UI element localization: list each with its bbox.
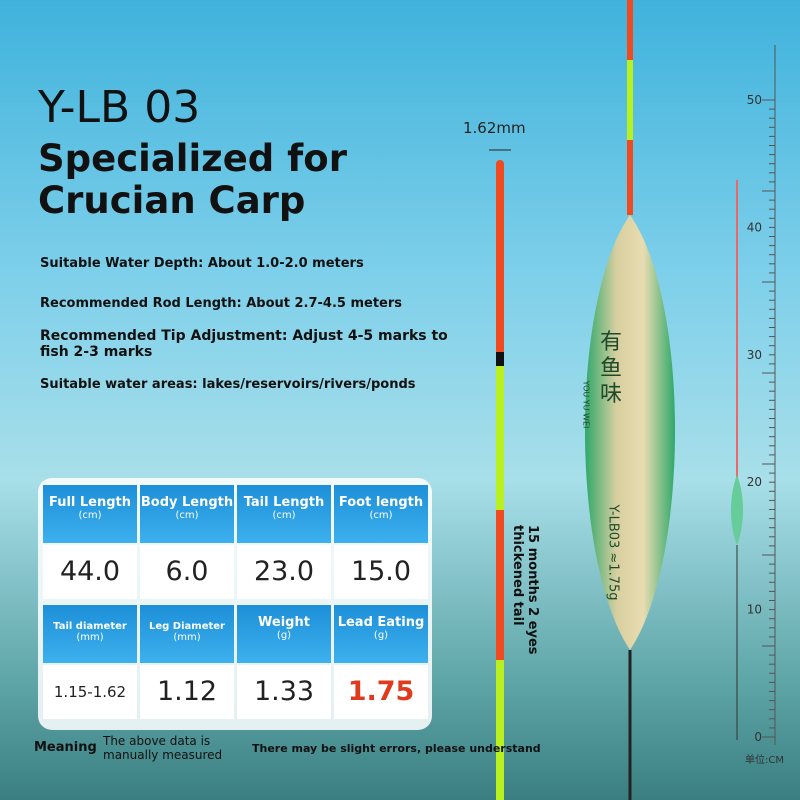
pinyin: YOU YU WEI <box>581 380 591 429</box>
header-unit: (cm) <box>78 510 102 521</box>
tail-low <box>496 510 504 660</box>
tail-bottom <box>496 660 504 800</box>
float-model: Y-LB03 ≈1.75g <box>605 504 621 601</box>
header-unit: (mm) <box>173 632 201 643</box>
header-label: Full Length <box>48 495 132 510</box>
tail-band <box>496 352 504 366</box>
header-cell: Tail diameter (mm) <box>43 605 137 663</box>
header-cell: Leg Diameter (mm) <box>140 605 234 663</box>
header-label: Body Length <box>140 495 234 510</box>
value-cell: 15.0 <box>334 545 428 599</box>
value-cell: 6.0 <box>140 545 234 599</box>
ruler: 50 40 30 20 10 0 单位:CM <box>745 45 784 766</box>
spec: Suitable water areas: lakes/reservoirs/r… <box>40 377 416 392</box>
float-body <box>585 215 675 650</box>
ruler-label: 0 <box>754 730 762 744</box>
tail-top <box>496 160 504 355</box>
small-body <box>731 475 743 545</box>
spec: Suitable Water Depth: About 1.0-2.0 mete… <box>40 256 364 271</box>
headline: Specialized for Crucian Carp <box>38 137 347 222</box>
header-label: Foot length <box>338 495 424 510</box>
antenna <box>627 140 633 215</box>
header-cell: Body Length (cm) <box>140 485 234 543</box>
ruler-label: 40 <box>747 220 762 234</box>
header-unit: (mm) <box>76 632 104 643</box>
header-label: Tail Length <box>243 495 325 510</box>
measured-note: The above data is manually measured <box>103 734 223 762</box>
header-unit: (g) <box>373 630 389 641</box>
header-unit: (cm) <box>272 510 296 521</box>
ruler-label: 10 <box>747 603 762 617</box>
value-cell: 1.12 <box>140 665 234 719</box>
tail-mid <box>496 366 504 510</box>
tip-diameter: 1.62mm <box>463 119 526 137</box>
antenna <box>627 60 633 140</box>
model: Y-LB 03 <box>38 82 201 133</box>
value-cell: 1.33 <box>237 665 331 719</box>
brand: 有鱼味 <box>600 330 623 407</box>
value-cell: 1.15-1.62 <box>43 665 137 719</box>
header-cell: Weight (g) <box>237 605 331 663</box>
ruler-label: 30 <box>747 348 762 362</box>
error-note: There may be slight errors, please under… <box>252 742 541 755</box>
ruler-label: 20 <box>747 475 762 489</box>
header-label: Weight <box>258 615 310 630</box>
spec: Recommended Rod Length: About 2.7-4.5 me… <box>40 296 403 311</box>
header-label: Leg Diameter <box>149 621 225 632</box>
value-cell: 23.0 <box>237 545 331 599</box>
header-label: Tail diameter <box>53 621 127 632</box>
tail-note: 15 months 2 eyes thickened tail <box>510 525 540 655</box>
header-cell: Lead Eating (g) <box>334 605 428 663</box>
spec: Recommended Tip Adjustment: Adjust 4-5 m… <box>40 328 448 360</box>
meaning: Meaning <box>34 740 97 755</box>
header-cell: Tail Length (cm) <box>237 485 331 543</box>
header-unit: (g) <box>276 630 292 641</box>
header-cell: Foot length (cm) <box>334 485 428 543</box>
header-cell: Full Length (cm) <box>43 485 137 543</box>
header-label: Lead Eating <box>337 615 425 630</box>
spec-table: Full Length (cm) Body Length (cm) Tail Lengt… <box>38 478 432 730</box>
header-unit: (cm) <box>175 510 199 521</box>
antenna <box>627 0 633 60</box>
ruler-label: 50 <box>747 93 762 107</box>
ruler-unit: 单位:CM <box>745 753 784 766</box>
header-unit: (cm) <box>369 510 393 521</box>
value-cell: 44.0 <box>43 545 137 599</box>
value-cell: 1.75 <box>334 665 428 719</box>
